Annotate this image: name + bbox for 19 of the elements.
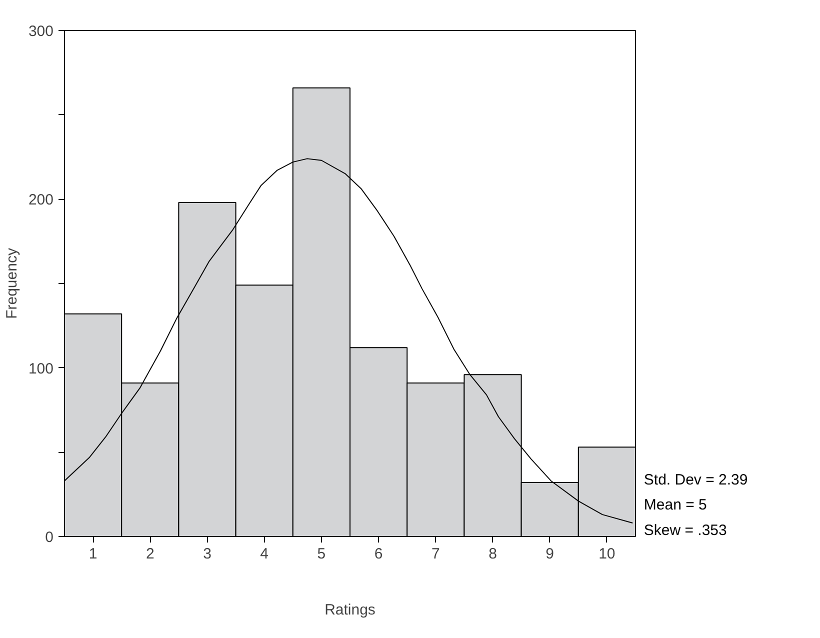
y-tick-label: 300 bbox=[28, 23, 54, 40]
x-tick-label: 3 bbox=[203, 546, 212, 562]
x-tick-label: 4 bbox=[260, 546, 269, 562]
x-tick-label: 6 bbox=[374, 546, 383, 562]
text: Std. Dev = 2.39 bbox=[644, 471, 748, 488]
x-tick-label: 7 bbox=[431, 546, 440, 562]
y-tick-label: 0 bbox=[45, 529, 54, 546]
y-axis-title: Frequency bbox=[3, 248, 20, 319]
x-tick-label: 2 bbox=[146, 546, 154, 562]
text: Mean = 5 bbox=[644, 496, 707, 514]
y-tick-label: 100 bbox=[28, 360, 54, 378]
y-tick-label: 200 bbox=[28, 192, 54, 209]
x-axis-title: Ratings bbox=[324, 602, 376, 618]
x-tick-label: 8 bbox=[488, 546, 497, 562]
x-tick-label: 5 bbox=[317, 546, 326, 562]
x-tick-label: 9 bbox=[546, 546, 554, 562]
x-tick-label: 1 bbox=[88, 546, 98, 562]
text: Skew = .353 bbox=[644, 522, 727, 540]
x-tick-label: 10 bbox=[598, 546, 616, 562]
